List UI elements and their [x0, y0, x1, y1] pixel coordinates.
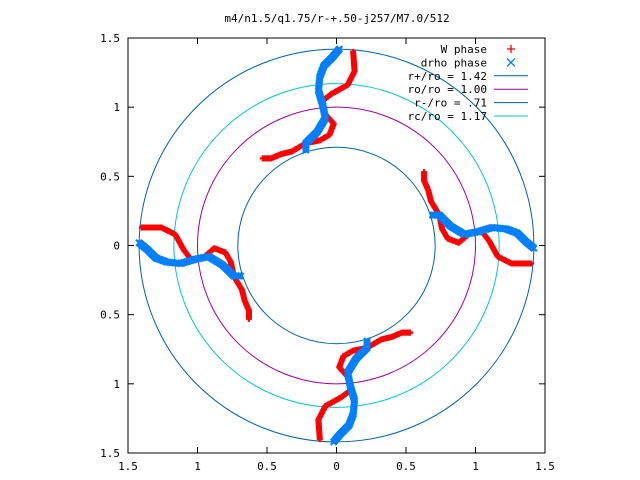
data-point [407, 329, 414, 336]
y-tick-label: 1.5 [100, 32, 120, 45]
data-point [245, 315, 252, 322]
y-tick-label: 0.5 [100, 170, 120, 183]
x-tick-label: 1.5 [118, 460, 138, 473]
legend-marker-sample [506, 57, 516, 67]
data-point [236, 272, 245, 280]
x-tick-label: 1.5 [535, 460, 555, 473]
data-point [428, 211, 437, 219]
x-tick-label: 0.5 [396, 460, 416, 473]
circle-r-ro [237, 146, 436, 345]
circle-rc-ro [173, 83, 500, 408]
data-point [421, 169, 428, 176]
series-w-phase [138, 48, 535, 443]
legend-marker-sample [507, 45, 515, 53]
legend-label: W phase [441, 43, 487, 56]
x-tick-label: 1 [472, 460, 479, 473]
x-tick-label: 0 [333, 460, 340, 473]
data-points [135, 45, 538, 446]
y-tick-label: 0.5 [100, 309, 120, 322]
legend-label: ro/ro = 1.00 [408, 83, 487, 96]
y-tick-label: 1 [113, 378, 120, 391]
circle-ro-ro [197, 106, 476, 385]
legend-label: rc/ro = 1.17 [408, 110, 487, 123]
series-drho-phase [135, 45, 538, 446]
chart-title: m4/n1.5/q1.75/r-+.50-j257/M7.0/512 [224, 12, 449, 25]
legend-label: r+/ro = 1.42 [408, 70, 487, 83]
y-tick-label: 1.5 [100, 447, 120, 460]
y-tick-label: 1 [113, 101, 120, 114]
axis-ticks: 1.5 1 0.5 0 0.5 1 1.51.510.500.511.5 [100, 32, 555, 473]
y-tick-label: 0 [113, 240, 120, 253]
legend-label: drho phase [421, 56, 487, 69]
data-point [259, 155, 266, 162]
x-tick-label: 1 [194, 460, 201, 473]
data-point [363, 337, 371, 345]
data-point [302, 146, 310, 154]
legend-label: r-/ro = .71 [414, 97, 487, 110]
x-tick-label: 0.5 [257, 460, 277, 473]
